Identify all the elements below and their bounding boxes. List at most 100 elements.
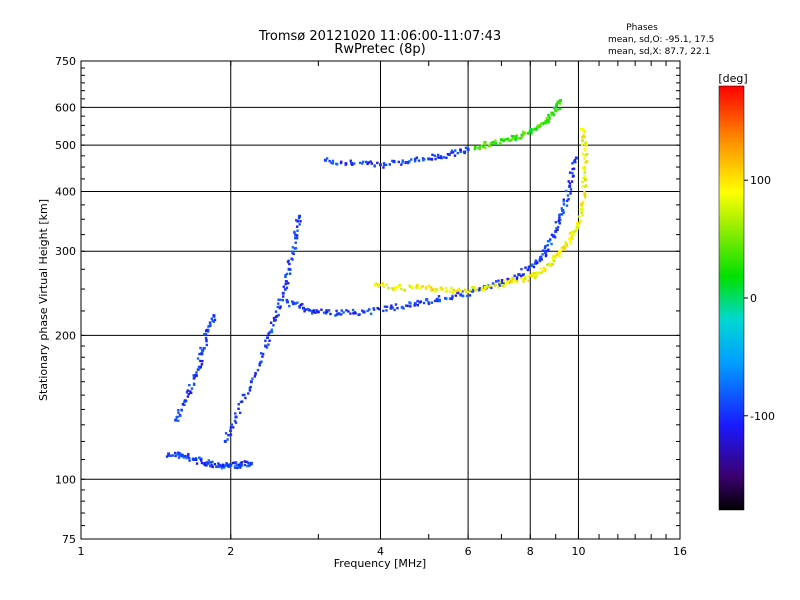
data-point	[385, 305, 389, 308]
x-tick-label: 4	[377, 545, 384, 558]
data-point	[511, 137, 515, 140]
data-point	[258, 362, 261, 366]
data-point	[487, 285, 490, 288]
data-point	[572, 230, 575, 233]
data-point	[541, 253, 544, 256]
data-point	[331, 159, 335, 163]
data-point	[574, 156, 578, 160]
data-point	[221, 463, 225, 466]
data-point	[542, 266, 546, 270]
data-point	[564, 241, 567, 244]
data-point	[585, 144, 588, 147]
data-point	[551, 257, 554, 260]
data-point	[325, 309, 328, 312]
data-point	[234, 415, 238, 419]
chart-title: Tromsø 20121020 11:06:00-11:07:43	[258, 29, 501, 44]
data-point	[208, 321, 212, 324]
data-point	[560, 207, 563, 210]
data-point	[499, 281, 503, 285]
data-point	[328, 159, 331, 163]
data-point	[562, 248, 566, 251]
data-point	[296, 229, 299, 232]
data-point	[224, 432, 228, 435]
data-point	[478, 145, 482, 148]
data-point	[465, 290, 468, 294]
data-point	[434, 287, 437, 291]
data-point	[569, 188, 573, 191]
data-point	[189, 391, 193, 395]
data-point	[552, 234, 555, 237]
data-point	[329, 312, 332, 316]
data-point	[310, 309, 313, 313]
data-point	[237, 407, 240, 411]
data-point	[312, 310, 315, 313]
data-point	[269, 330, 272, 333]
data-point	[482, 286, 485, 289]
data-point	[503, 138, 506, 141]
data-point	[177, 419, 180, 422]
data-point	[243, 463, 247, 467]
y-tick-label: 75	[62, 533, 76, 546]
data-point	[565, 199, 569, 203]
data-point	[340, 160, 343, 163]
data-point	[410, 158, 413, 161]
data-point	[571, 234, 574, 238]
data-point	[433, 299, 437, 303]
data-point	[397, 285, 400, 288]
data-point	[558, 251, 561, 255]
data-point	[574, 228, 578, 232]
data-point	[331, 162, 335, 165]
data-point	[270, 328, 274, 331]
data-point	[483, 285, 487, 289]
data-point	[200, 461, 204, 465]
data-point	[291, 300, 294, 303]
data-point	[237, 403, 240, 406]
data-point	[535, 128, 538, 131]
data-point	[240, 400, 244, 403]
data-point	[447, 153, 451, 157]
data-point	[361, 160, 365, 164]
data-point	[199, 346, 202, 350]
data-point	[176, 451, 180, 454]
data-point	[220, 466, 224, 470]
data-point	[291, 246, 295, 249]
data-point	[188, 390, 192, 393]
data-point	[259, 352, 263, 355]
phase-box-x: mean, sd,X: 87.7, 22.1	[608, 47, 710, 57]
data-point	[503, 284, 507, 287]
data-point	[382, 163, 386, 167]
data-point	[249, 385, 252, 389]
data-point	[569, 192, 572, 195]
data-point	[549, 262, 553, 266]
data-point	[186, 395, 190, 398]
data-point	[372, 307, 375, 310]
data-point	[482, 141, 486, 144]
data-point	[281, 291, 285, 295]
data-point	[394, 287, 397, 291]
data-point	[514, 279, 517, 283]
data-point	[547, 248, 550, 251]
data-point	[555, 102, 558, 106]
data-point	[212, 320, 216, 323]
data-point	[529, 130, 533, 133]
data-point	[502, 285, 505, 288]
data-point	[285, 272, 289, 276]
data-point	[570, 180, 574, 183]
data-point	[459, 289, 463, 293]
data-point	[558, 216, 561, 219]
data-point	[450, 149, 454, 153]
data-point	[534, 274, 538, 278]
data-point	[299, 220, 302, 223]
data-point	[559, 107, 562, 110]
data-point	[440, 287, 443, 290]
data-point	[581, 166, 585, 169]
data-point	[185, 391, 189, 394]
data-point	[225, 462, 228, 466]
colorbar-tick-label: 0	[750, 292, 757, 305]
data-point	[192, 458, 195, 461]
data-point	[230, 423, 233, 426]
data-point	[291, 302, 295, 305]
data-point	[465, 294, 469, 298]
colorbar-tick-label: 100	[750, 174, 771, 187]
data-point	[196, 357, 200, 360]
